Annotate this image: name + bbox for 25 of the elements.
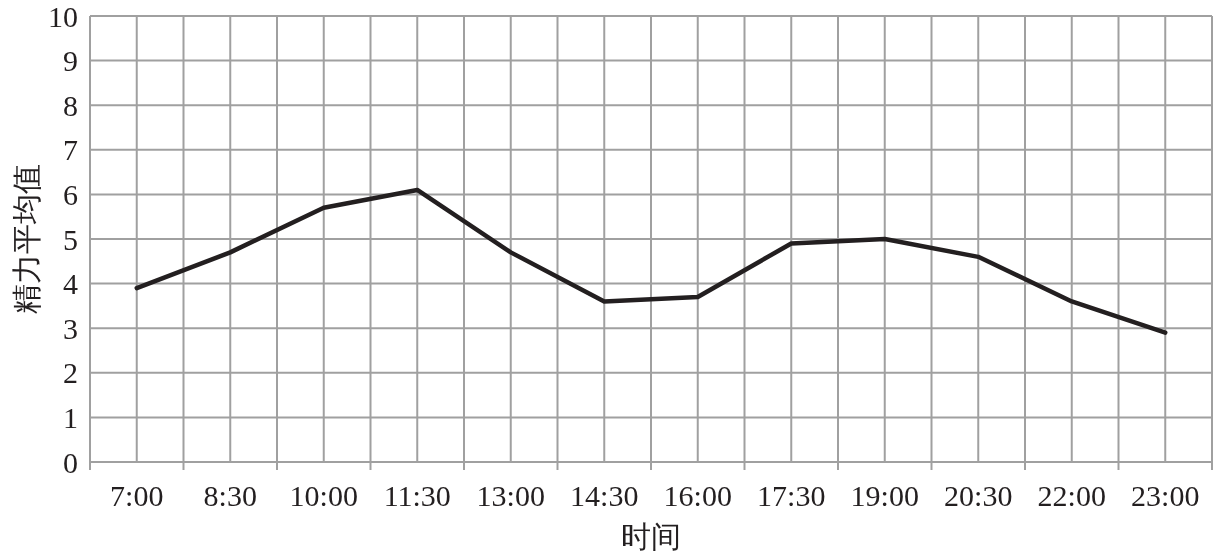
ytick: 5 xyxy=(63,222,78,256)
xlabel: 时间 xyxy=(621,520,681,553)
ytick: 6 xyxy=(63,177,78,211)
xtick: 23:00 xyxy=(1131,479,1200,512)
xtick: 19:00 xyxy=(850,479,919,512)
ytick: 8 xyxy=(63,88,78,122)
ytick: 10 xyxy=(48,0,78,33)
xtick: 22:00 xyxy=(1037,479,1106,512)
ytick: 9 xyxy=(63,44,78,78)
ytick: 7 xyxy=(63,133,78,167)
xtick: 16:00 xyxy=(663,479,732,512)
xtick: 13:00 xyxy=(476,479,545,512)
ytick: 3 xyxy=(63,311,78,345)
xtick: 10:00 xyxy=(289,479,358,512)
xtick: 11:30 xyxy=(383,479,451,512)
xtick: 14:30 xyxy=(570,479,639,512)
ytick: 1 xyxy=(63,400,78,434)
ylabel: 精力平均值 xyxy=(9,164,43,314)
ytick: 0 xyxy=(63,445,78,479)
ytick: 2 xyxy=(63,356,78,390)
xtick: 7:00 xyxy=(110,479,164,512)
xtick: 20:30 xyxy=(944,479,1013,512)
xtick: 17:30 xyxy=(757,479,826,512)
xtick: 8:30 xyxy=(203,479,257,512)
ytick: 4 xyxy=(63,267,78,301)
